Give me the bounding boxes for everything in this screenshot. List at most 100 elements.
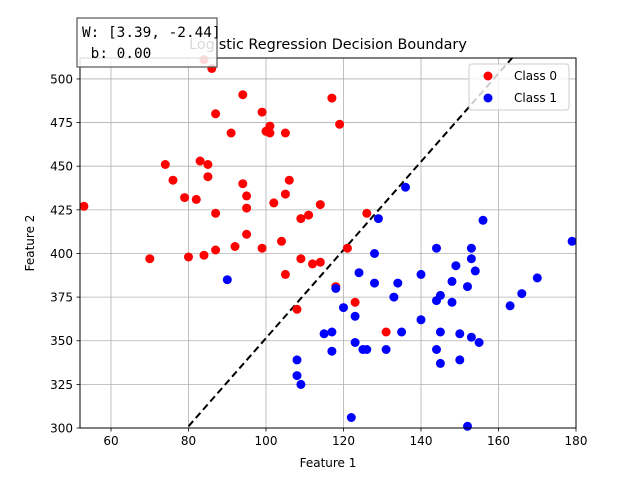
- data-point-class-1: [346, 413, 356, 422]
- data-point-class-0: [315, 257, 325, 267]
- data-point-class-0: [280, 128, 290, 138]
- data-point-class-1: [451, 261, 461, 271]
- data-point-class-1: [370, 278, 379, 288]
- data-point-class-0: [160, 160, 170, 169]
- data-point-class-1: [373, 214, 383, 224]
- data-point-class-1: [389, 292, 399, 302]
- data-point-class-0: [277, 236, 286, 246]
- plot-area: [80, 58, 576, 428]
- data-point-class-1: [466, 332, 476, 342]
- data-point-class-1: [397, 327, 407, 337]
- y-tick-label: 350: [50, 334, 73, 348]
- x-tick-label: 180: [565, 434, 588, 448]
- data-point-class-0: [211, 109, 221, 119]
- data-point-class-0: [226, 128, 236, 138]
- data-point-class-1: [463, 282, 472, 292]
- y-tick-label: 500: [50, 72, 73, 86]
- data-point-class-1: [370, 249, 379, 258]
- data-point-class-1: [350, 311, 360, 321]
- data-point-class-1: [435, 327, 445, 337]
- data-point-class-0: [265, 121, 275, 131]
- data-point-class-1: [455, 329, 465, 339]
- y-tick-label: 300: [50, 422, 73, 436]
- data-point-class-0: [180, 193, 190, 203]
- data-point-class-0: [296, 214, 306, 224]
- legend-marker-class-1: [483, 93, 493, 103]
- data-point-class-0: [184, 252, 193, 262]
- data-point-class-1: [350, 338, 360, 347]
- data-point-class-1: [354, 268, 364, 278]
- decision-boundary-line: [187, 57, 513, 427]
- data-point-class-1: [447, 297, 457, 307]
- data-point-class-0: [280, 189, 290, 199]
- data-point-class-0: [203, 160, 213, 169]
- data-point-class-1: [416, 315, 426, 325]
- data-point-class-1: [532, 273, 542, 283]
- data-point-class-1: [416, 269, 426, 279]
- data-point-class-0: [203, 172, 213, 182]
- data-point-class-1: [401, 182, 410, 192]
- data-point-class-0: [327, 93, 337, 103]
- data-point-class-0: [304, 210, 314, 220]
- data-point-class-0: [269, 198, 279, 208]
- data-point-class-0: [308, 259, 317, 269]
- y-tick-label: 450: [50, 160, 73, 174]
- x-tick-label: 80: [181, 434, 196, 448]
- data-point-class-1: [381, 345, 391, 354]
- decision-boundary: [187, 57, 513, 427]
- data-point-class-1: [435, 358, 445, 368]
- data-point-class-0: [195, 156, 205, 166]
- axis-ticks: 60 80 100 120 140 160 180 300 325 350 375 400 425 450…: [50, 72, 587, 448]
- data-point-class-0: [199, 250, 209, 260]
- data-point-class-0: [381, 327, 391, 337]
- data-point-class-0: [79, 201, 89, 211]
- data-point-class-1: [567, 236, 577, 246]
- x-axis-title: Feature 1: [300, 456, 357, 470]
- data-point-class-1: [455, 355, 465, 365]
- x-tick-label: 60: [103, 434, 118, 448]
- data-point-class-1: [432, 243, 441, 253]
- data-point-class-0: [230, 242, 240, 251]
- data-point-class-0: [284, 175, 294, 185]
- y-tick-label: 375: [50, 291, 73, 305]
- data-point-class-0: [350, 297, 360, 307]
- data-point-class-1: [517, 289, 527, 299]
- data-point-class-0: [242, 229, 252, 239]
- data-point-class-0: [257, 243, 267, 253]
- data-point-class-1: [331, 283, 341, 293]
- data-point-class-1: [432, 345, 441, 354]
- data-point-class-1: [339, 303, 348, 313]
- data-point-class-1: [466, 243, 476, 253]
- data-point-class-1: [393, 278, 403, 288]
- data-point-class-1: [474, 338, 484, 347]
- data-point-class-0: [335, 119, 345, 129]
- x-tick-label: 120: [332, 434, 355, 448]
- annotation-box: [76, 17, 218, 68]
- data-point-class-0: [257, 107, 267, 117]
- y-tick-label: 400: [50, 247, 73, 261]
- data-point-class-0: [292, 304, 302, 314]
- y-tick-label: 425: [50, 203, 73, 217]
- data-point-class-1: [327, 327, 337, 337]
- data-point-class-1: [362, 345, 372, 354]
- annotation-weights: W: [3.39, -2.44]: [82, 25, 221, 41]
- legend: Class 0 Class 1: [468, 63, 570, 111]
- data-point-class-1: [478, 215, 488, 225]
- data-point-class-1: [319, 329, 329, 339]
- annotation-bias: b: 0.00: [82, 46, 151, 62]
- data-point-class-0: [242, 191, 252, 201]
- data-point-class-0: [265, 128, 275, 138]
- data-point-class-1: [466, 254, 476, 264]
- data-point-class-0: [296, 254, 306, 264]
- data-point-class-0: [315, 200, 325, 210]
- data-point-class-0: [238, 179, 248, 189]
- y-axis-title: Feature 2: [23, 215, 37, 272]
- data-point-class-1: [222, 275, 232, 285]
- legend-label-class-0: Class 0: [514, 69, 557, 83]
- y-tick-label: 325: [50, 378, 73, 392]
- data-point-class-0: [238, 90, 248, 100]
- legend-marker-class-0: [483, 71, 493, 81]
- data-points: [79, 55, 577, 431]
- data-point-class-1: [435, 290, 445, 300]
